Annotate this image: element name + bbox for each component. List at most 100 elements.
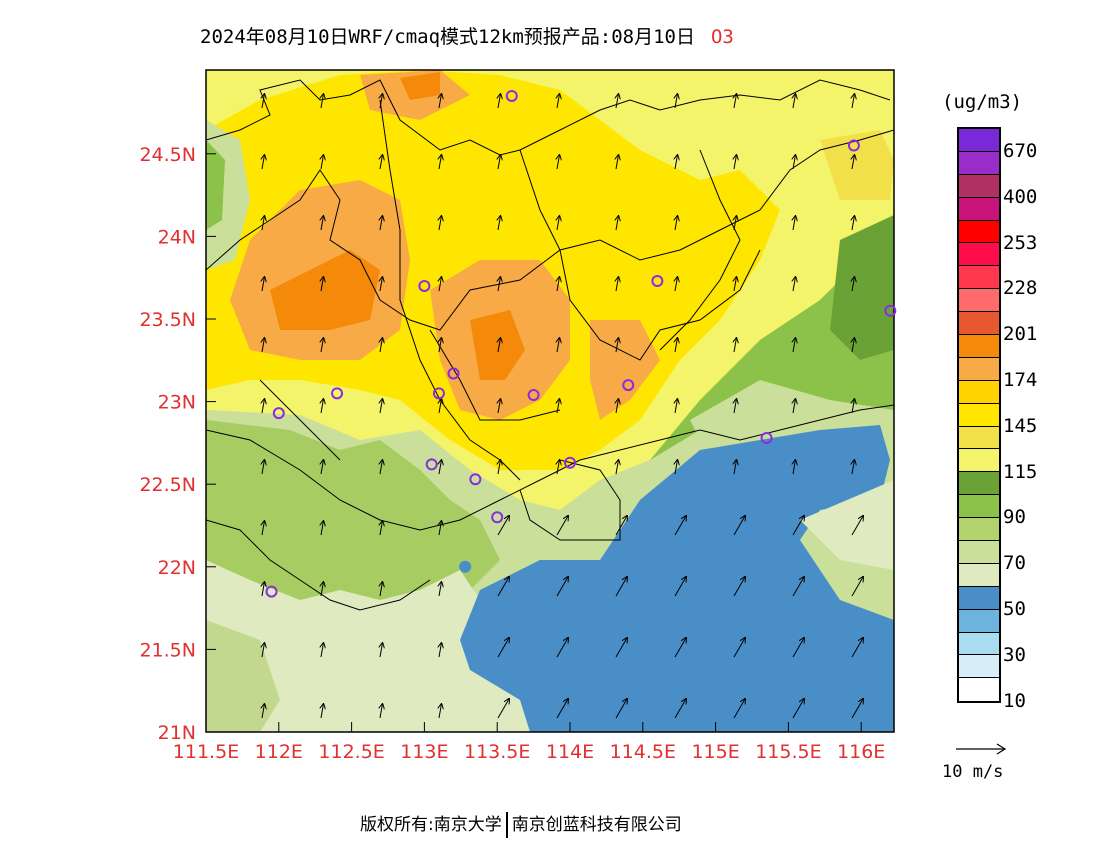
y-tick-label: 23.5N: [139, 309, 196, 331]
wind-arrow: [439, 277, 441, 292]
colorbar-label: 174: [1003, 369, 1038, 391]
wind-arrow: [733, 516, 745, 536]
wind-arrow: [498, 277, 500, 292]
colorbar-swatch: [959, 380, 999, 404]
wind-arrow: [852, 155, 854, 170]
wind-arrow: [734, 460, 736, 475]
colorbar-swatch: [959, 266, 999, 290]
reference-wind-arrow: [956, 743, 1007, 755]
wind-arrow: [380, 704, 382, 719]
station-marker: [469, 473, 482, 486]
colorbar-label: 115: [1003, 460, 1038, 483]
station-marker: [265, 585, 278, 598]
wind-arrow: [852, 216, 854, 231]
wind-arrow: [439, 643, 441, 658]
wind-arrow: [439, 94, 441, 109]
wind-arrow: [674, 516, 686, 536]
x-tick-label: 114.5E: [610, 741, 676, 763]
wind-arrow: [380, 582, 382, 597]
station-marker: [418, 279, 431, 292]
wind-arrow: [734, 338, 736, 353]
wind-arrow: [321, 155, 323, 170]
plot-frame: [205, 69, 895, 733]
wind-arrow: [497, 638, 509, 658]
colorbar-swatch: [959, 312, 999, 336]
wind-arrow: [616, 216, 618, 231]
wind-arrow: [439, 399, 441, 414]
wind-arrow: [852, 399, 854, 414]
wind-arrow: [616, 155, 618, 170]
colorbar-swatch: [959, 426, 999, 450]
wind-arrow: [497, 699, 509, 719]
wind-arrow: [793, 460, 795, 475]
wind-arrow: [615, 577, 627, 597]
wind-arrow: [262, 94, 264, 109]
y-tick-label: 22N: [158, 557, 196, 579]
wind-arrow: [262, 338, 264, 353]
wind-arrow: [321, 277, 323, 292]
station-marker: [527, 388, 540, 401]
colorbar-swatch: [959, 541, 999, 564]
y-tick-label: 21N: [158, 722, 196, 744]
wind-arrow: [262, 460, 264, 475]
wind-arrow: [852, 94, 854, 109]
colorbar-swatch: [959, 151, 999, 175]
wind-arrow: [498, 155, 500, 170]
colorbar-label: 145: [1003, 414, 1038, 437]
wind-arrow: [380, 216, 382, 231]
wind-arrow: [852, 338, 854, 353]
wind-arrow: [733, 638, 745, 658]
wind-arrow: [497, 577, 509, 597]
wind-arrow: [675, 94, 677, 109]
wind-arrow: [439, 155, 441, 170]
wind-arrow: [616, 460, 618, 475]
colorbar-label: 228: [1003, 277, 1038, 300]
station-marker: [331, 387, 344, 400]
wind-arrow: [556, 699, 568, 719]
colorbar-swatch: [959, 289, 999, 313]
x-tick-label: 113E: [400, 741, 448, 763]
colorbar-swatch: [959, 472, 999, 496]
colorbar-swatch: [959, 403, 999, 427]
wind-arrow: [380, 643, 382, 658]
x-tick-label: 115.5E: [755, 741, 821, 763]
y-tick-label: 24N: [158, 226, 196, 248]
colorbar-swatch: [959, 586, 999, 610]
colorbar-label: 670: [1003, 140, 1038, 162]
wind-arrow: [675, 460, 677, 475]
wind-arrow: [674, 577, 686, 597]
colorbar-swatch: [959, 495, 999, 519]
x-tick-label: 111.5E: [173, 741, 239, 763]
wind-arrow: [321, 643, 323, 658]
wind-arrow: [380, 155, 382, 170]
wind-arrow: [733, 577, 745, 597]
wind-arrow: [262, 399, 264, 414]
wind-arrow: [556, 577, 568, 597]
wind-arrow: [557, 216, 559, 231]
wind-arrow: [439, 582, 441, 597]
wind-arrow: [498, 399, 500, 414]
wind-arrow: [321, 216, 323, 231]
wind-arrow: [851, 516, 863, 536]
copyright-text: 版权所有:南京大学: [360, 815, 502, 835]
company-text: 南京创蓝科技有限公司: [511, 815, 682, 835]
colorbar-swatch: [959, 357, 999, 381]
colorbar-label: 10: [1003, 689, 1026, 712]
wind-arrow: [498, 460, 500, 475]
wind-arrow: [557, 399, 559, 414]
wind-arrow: [675, 338, 677, 353]
colorbar-swatch: [959, 609, 999, 633]
station-marker: [432, 387, 445, 400]
wind-arrow: [262, 643, 264, 658]
wind-arrow: [380, 338, 382, 353]
x-tick-label: 113.5E: [464, 741, 530, 763]
wind-arrow: [557, 155, 559, 170]
wind-arrow: [675, 155, 677, 170]
wind-arrow: [793, 338, 795, 353]
station-marker: [622, 379, 635, 392]
colorbar: [957, 127, 1001, 704]
wind-arrow: [793, 277, 795, 292]
wind-arrow: [439, 338, 441, 353]
wind-arrow: [852, 460, 854, 475]
wind-arrow: [851, 699, 863, 719]
